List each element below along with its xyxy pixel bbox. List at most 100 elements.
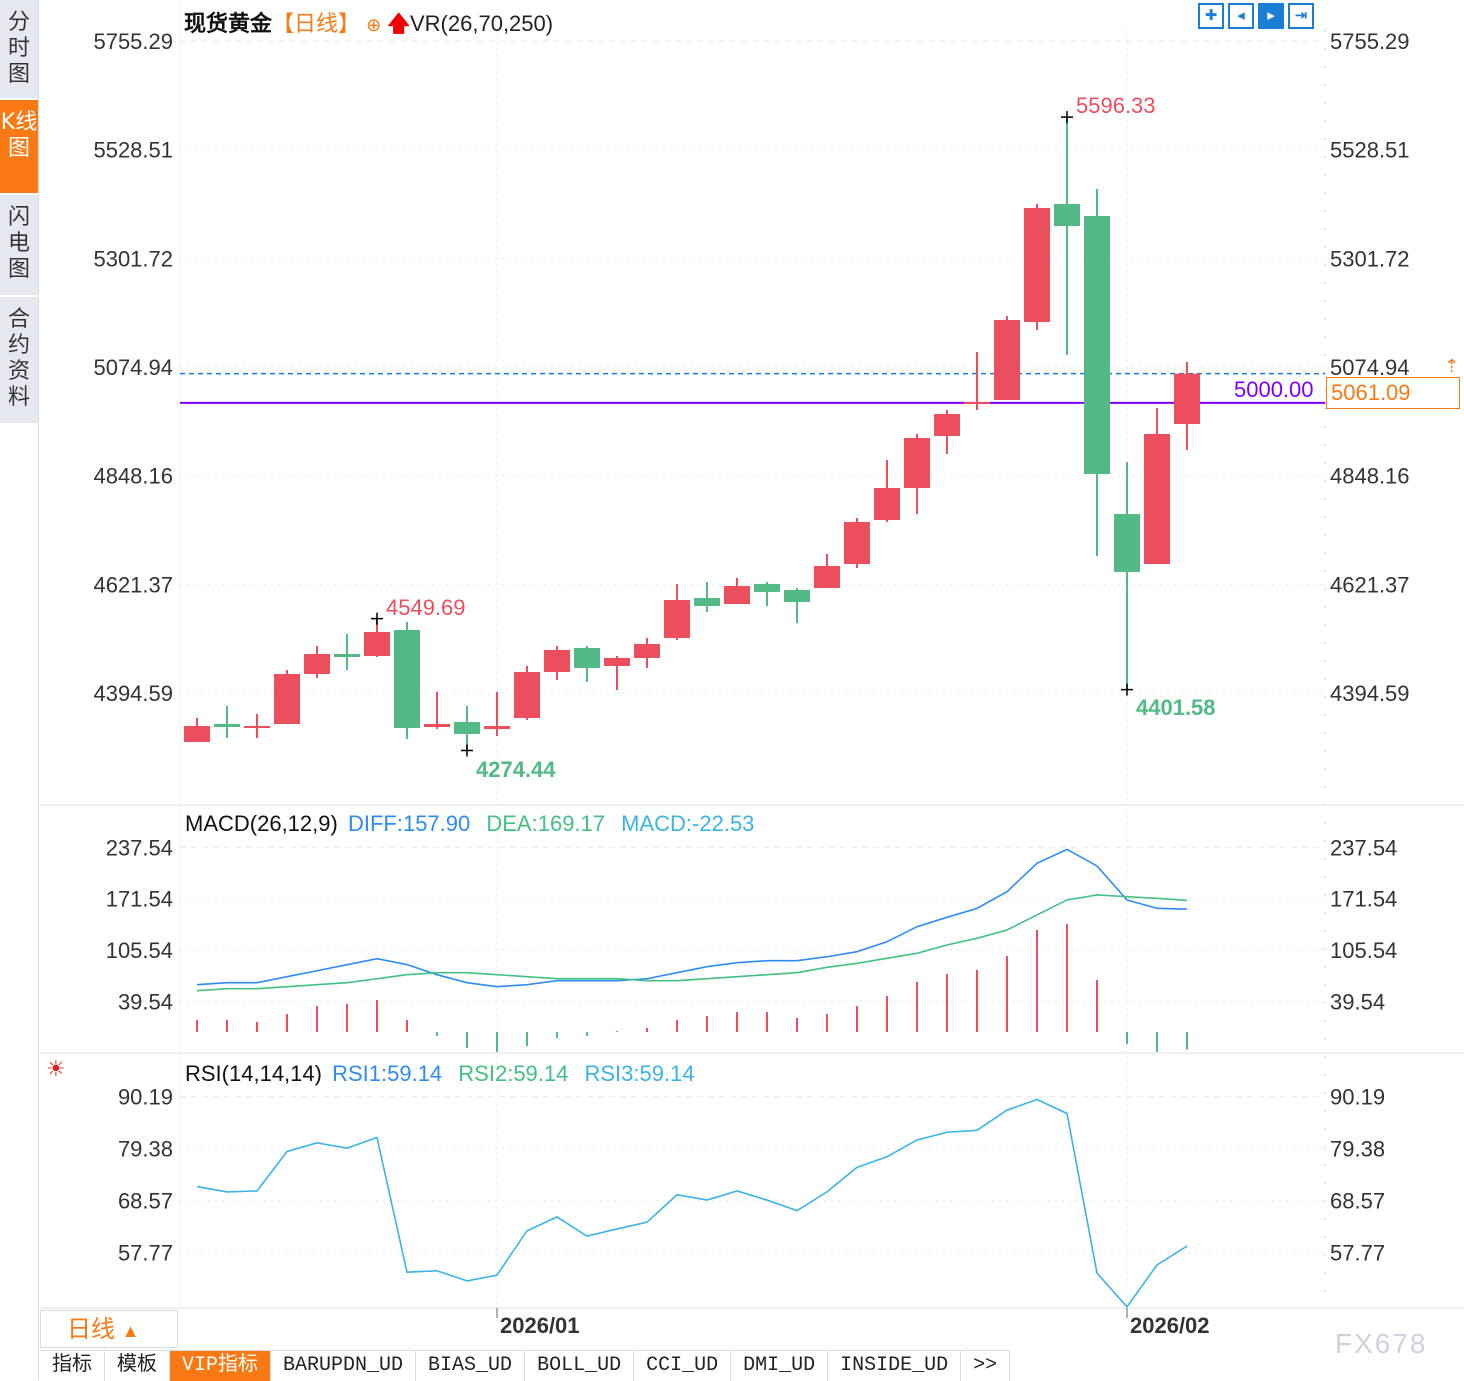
line-5000-label: 5000.00: [1234, 377, 1314, 402]
zoom-right-icon[interactable]: ▸: [1258, 3, 1284, 29]
sidebar-tab-contract-info[interactable]: 合约资料: [0, 297, 38, 425]
price-tick-right: 4394.59: [1330, 681, 1410, 706]
tab-indicators[interactable]: 指标: [40, 1351, 105, 1381]
tab-cci[interactable]: CCI_UD: [634, 1351, 732, 1381]
candle-up: [844, 521, 870, 564]
tab-inside[interactable]: INSIDE_UD: [828, 1351, 962, 1381]
chart-header: 现货黄金【日线】 ⊕ 🡅VR(26,70,250): [184, 6, 553, 45]
macd-tick-left: 105.54: [106, 938, 173, 963]
instrument-name: 现货黄金: [184, 11, 273, 36]
candle-up: [1024, 207, 1050, 323]
price-tick-left: 5528.51: [93, 138, 173, 163]
price-tick-right: 5755.29: [1330, 29, 1410, 54]
candle-up: [184, 725, 210, 743]
macd-tick-right: 105.54: [1330, 938, 1397, 963]
rsi-tick-left: 90.19: [118, 1085, 173, 1110]
extreme-marker: [461, 744, 473, 757]
macd-dea-value: DEA:169.17: [486, 811, 606, 836]
candle-up: [874, 488, 900, 521]
candle-up: [904, 437, 930, 489]
candle-up: [424, 723, 450, 728]
date-label-feb: 2026/02: [1130, 1313, 1210, 1338]
rsi-tick-right: 90.19: [1330, 1085, 1385, 1110]
annotation-high-2: 5596.33: [1076, 93, 1156, 118]
candle-up: [634, 644, 660, 659]
crosshair-icon[interactable]: ✚: [1198, 3, 1224, 29]
rsi1-line: [196, 1098, 1188, 1309]
candle-up: [1144, 433, 1170, 564]
price-tick-left: 4394.59: [93, 681, 173, 706]
sidebar-tab-time-chart[interactable]: 分时图: [0, 0, 38, 100]
candle-down: [1054, 204, 1080, 226]
candle-down: [394, 629, 420, 729]
period-selector[interactable]: 日线 ▲: [40, 1310, 178, 1348]
tab-boll[interactable]: BOLL_UD: [525, 1351, 635, 1381]
candle-down: [694, 598, 720, 607]
sidebar: 分时图 K线图 闪电图 合约资料: [0, 0, 39, 1380]
candle-up: [544, 650, 570, 672]
tab-bias[interactable]: BIAS_UD: [416, 1351, 526, 1381]
candle-up: [724, 585, 750, 605]
macd-tick-left: 39.54: [118, 989, 173, 1014]
candle-down: [334, 653, 360, 657]
macd-tick-right: 171.54: [1330, 887, 1397, 912]
macd-tick-right: 237.54: [1330, 835, 1397, 860]
rsi3-value: RSI3:59.14: [584, 1061, 695, 1086]
annotation-low-1: 4274.44: [476, 757, 556, 782]
tab-templates[interactable]: 模板: [105, 1351, 170, 1381]
price-tick-left: 5074.94: [93, 355, 173, 380]
candle-down: [1084, 215, 1110, 475]
price-tick-left: 4621.37: [93, 572, 173, 597]
candle-down: [574, 647, 600, 669]
tab-dmi[interactable]: DMI_UD: [731, 1351, 829, 1381]
candle-down: [754, 583, 780, 592]
last-price-box: 5061.09: [1326, 377, 1460, 409]
rsi1-value: RSI1:59.14: [332, 1061, 443, 1086]
chart-toolbar: ✚ ◂ ▸ ⇥: [1198, 3, 1314, 29]
macd-tick-right: 39.54: [1330, 989, 1385, 1014]
period-label: 日线: [67, 1316, 115, 1343]
macd-header: MACD(26,12,9) DIFF:157.90 DEA:169.17 MAC…: [185, 811, 754, 837]
macd-tick-left: 171.54: [106, 887, 173, 912]
price-tick-left: 5301.72: [93, 246, 173, 271]
watermark: FX678: [1335, 1328, 1428, 1359]
price-tick-right: 4621.37: [1330, 572, 1410, 597]
indicator-tabs: 指标 模板 VIP指标 BARUPDN_UD BIAS_UD BOLL_UD C…: [40, 1350, 1011, 1381]
rsi2-value: RSI2:59.14: [458, 1061, 569, 1086]
switch-indicator-arrow-icon[interactable]: 🡅: [387, 11, 410, 36]
candle-down: [784, 589, 810, 602]
candle-up: [964, 401, 990, 405]
price-tick-left: 4848.16: [93, 464, 173, 489]
extreme-marker: [371, 612, 383, 625]
tab-barupdn[interactable]: BARUPDN_UD: [271, 1351, 417, 1381]
jump-to-latest-icon[interactable]: ⇥: [1288, 3, 1314, 29]
period-tag[interactable]: 【日线】: [272, 11, 361, 36]
tab-vip-indicators[interactable]: VIP指标: [170, 1351, 272, 1381]
candle-up: [304, 653, 330, 675]
zoom-left-icon[interactable]: ◂: [1228, 3, 1254, 29]
candle-up: [274, 674, 300, 724]
add-indicator-icon[interactable]: ⊕: [366, 15, 382, 35]
candle-down: [214, 723, 240, 728]
candle-up: [934, 414, 960, 436]
tab-more[interactable]: >>: [961, 1351, 1011, 1381]
price-tick-right: 5301.72: [1330, 246, 1410, 271]
annotation-low-2: 4401.58: [1136, 695, 1216, 720]
macd-name: MACD(26,12,9): [185, 811, 338, 836]
rsi-header: RSI(14,14,14) RSI1:59.14 RSI2:59.14 RSI3…: [185, 1061, 695, 1087]
candle-down: [1114, 514, 1140, 572]
candle-up: [514, 671, 540, 718]
extreme-marker: [1121, 683, 1133, 696]
sidebar-tab-kline[interactable]: K线图: [0, 100, 38, 195]
rsi-tick-left: 57.77: [118, 1241, 173, 1266]
price-tick-left: 5755.29: [93, 29, 173, 54]
candle-up: [664, 599, 690, 638]
rsi-tick-left: 79.38: [118, 1137, 173, 1162]
settings-sun-icon[interactable]: ☀: [46, 1056, 66, 1081]
extreme-marker: [1061, 111, 1073, 124]
sidebar-tab-flash-chart[interactable]: 闪电图: [0, 195, 38, 297]
chevron-up-icon: ▲: [121, 1321, 140, 1341]
macd-diff-value: DIFF:157.90: [347, 811, 471, 836]
macd-tick-left: 237.54: [106, 835, 173, 860]
